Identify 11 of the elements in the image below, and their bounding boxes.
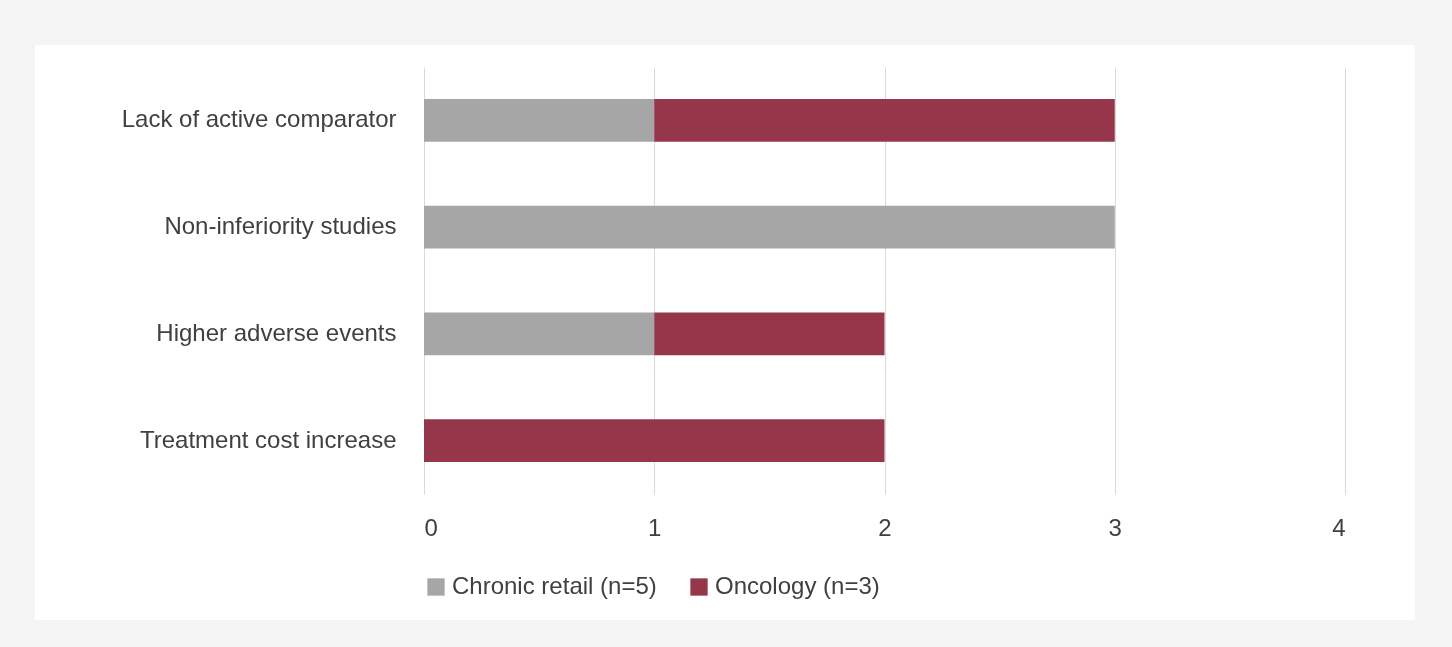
x-tick-label: 0 <box>424 513 438 541</box>
y-tick-label: Non-inferiority studies <box>164 212 397 240</box>
legend-label: Chronic retail (n=5) <box>452 572 657 599</box>
x-tick-label: 2 <box>878 513 892 541</box>
y-tick-label: Treatment cost increase <box>139 425 397 453</box>
x-tick-label: 3 <box>1108 513 1122 541</box>
legend-label: Oncology (n=3) <box>715 572 880 599</box>
y-tick-label: Higher adverse events <box>156 318 397 346</box>
y-tick-label: Lack of active comparator <box>121 105 397 133</box>
x-tick-label: 1 <box>648 513 662 541</box>
x-tick-label: 4 <box>1332 513 1346 541</box>
